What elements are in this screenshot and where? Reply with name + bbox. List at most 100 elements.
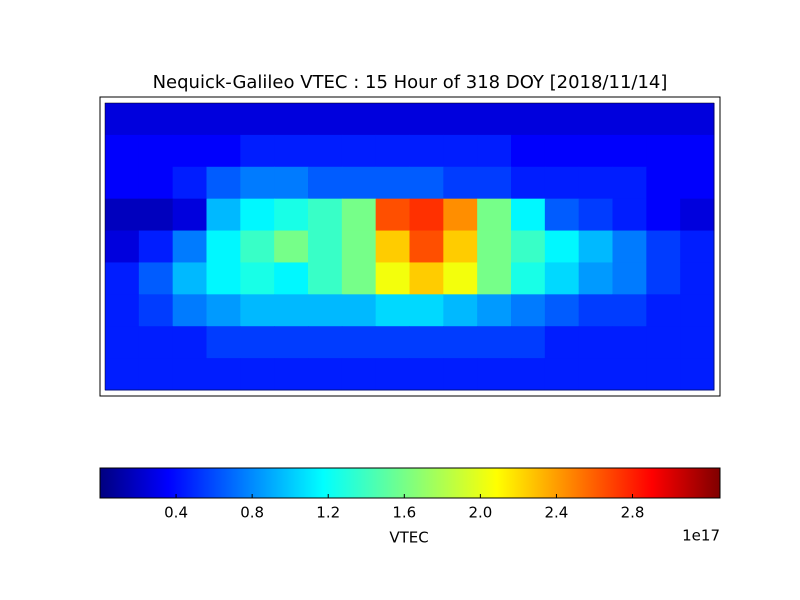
heat-cell xyxy=(544,326,580,359)
heat-cell xyxy=(612,198,647,232)
heat-cell xyxy=(206,134,241,168)
heat-cell xyxy=(409,134,444,168)
heat-cell xyxy=(511,230,546,263)
heat-cell xyxy=(646,326,681,359)
heat-cell xyxy=(206,294,241,327)
heat-cell xyxy=(308,134,343,168)
heat-cell xyxy=(544,166,580,200)
heat-cell xyxy=(511,262,546,295)
heat-cell xyxy=(138,103,174,136)
heat-cell xyxy=(612,166,647,200)
heat-cell xyxy=(477,134,512,168)
heat-cell xyxy=(578,326,613,359)
heat-cell xyxy=(308,294,343,327)
heat-cell xyxy=(206,358,241,391)
heat-cell xyxy=(375,262,410,295)
heat-cell xyxy=(646,103,681,136)
heat-cell xyxy=(612,262,647,295)
colorbar-tick-label: 1.2 xyxy=(316,504,340,522)
heat-cell xyxy=(172,134,207,168)
heat-cell xyxy=(240,358,275,391)
heat-cell xyxy=(105,326,140,359)
heat-cell xyxy=(138,326,174,359)
heat-cell xyxy=(341,103,377,136)
heat-cell xyxy=(511,198,546,232)
heat-cell xyxy=(240,198,275,232)
heat-cell xyxy=(206,262,241,295)
heat-cell xyxy=(511,294,546,327)
heat-cell xyxy=(443,294,478,327)
heat-cell xyxy=(680,294,715,327)
heat-cell xyxy=(375,326,410,359)
colorbar-tick-label: 0.4 xyxy=(164,504,188,522)
heat-cell xyxy=(308,262,343,295)
heat-cell xyxy=(680,103,715,136)
heat-cell xyxy=(206,166,241,200)
heat-cell xyxy=(443,326,478,359)
heat-cell xyxy=(612,230,647,263)
heat-cell xyxy=(511,326,546,359)
heat-cell xyxy=(375,166,410,200)
heat-cell xyxy=(544,134,580,168)
heat-cell xyxy=(240,103,275,136)
heat-cell xyxy=(240,326,275,359)
heat-cell xyxy=(409,230,444,263)
heat-cell xyxy=(308,166,343,200)
heat-cell xyxy=(409,326,444,359)
heat-cell xyxy=(477,326,512,359)
colorbar-offset: 1e17 xyxy=(682,527,720,545)
heat-cell xyxy=(511,166,546,200)
heat-cell xyxy=(680,166,715,200)
heat-cell xyxy=(240,262,275,295)
heat-cell xyxy=(680,134,715,168)
heat-cell xyxy=(341,294,377,327)
heat-cell xyxy=(477,103,512,136)
heat-cell xyxy=(308,230,343,263)
heat-cell xyxy=(375,134,410,168)
heat-cell xyxy=(409,358,444,391)
heat-cell xyxy=(274,103,309,136)
heat-cell xyxy=(477,262,512,295)
heat-cell xyxy=(105,198,140,232)
heat-cell xyxy=(105,103,140,136)
heat-cell xyxy=(544,230,580,263)
heat-cell xyxy=(240,294,275,327)
heat-cell xyxy=(680,198,715,232)
heat-cell xyxy=(578,358,613,391)
heat-cell xyxy=(578,294,613,327)
heat-cell xyxy=(105,166,140,200)
heat-cell xyxy=(274,262,309,295)
heat-cell xyxy=(375,230,410,263)
colorbar-tick-label: 2.8 xyxy=(621,504,645,522)
heat-cell xyxy=(477,230,512,263)
heat-cell xyxy=(578,103,613,136)
heat-cell xyxy=(544,358,580,391)
heat-cell xyxy=(308,103,343,136)
heat-cell xyxy=(341,230,377,263)
heat-cell xyxy=(172,262,207,295)
heat-cell xyxy=(274,198,309,232)
heat-cell xyxy=(274,358,309,391)
heat-cell xyxy=(240,134,275,168)
heat-cell xyxy=(375,103,410,136)
heat-cell xyxy=(172,103,207,136)
heat-cell xyxy=(341,134,377,168)
heat-cell xyxy=(409,166,444,200)
heat-cell xyxy=(443,134,478,168)
heat-cell xyxy=(578,198,613,232)
heat-cell xyxy=(172,326,207,359)
heat-cell xyxy=(375,294,410,327)
heat-cell xyxy=(544,262,580,295)
heat-cell xyxy=(105,134,140,168)
heat-cell xyxy=(612,326,647,359)
heat-cell xyxy=(375,198,410,232)
heat-cell xyxy=(443,230,478,263)
heat-cell xyxy=(443,103,478,136)
heat-cell xyxy=(206,230,241,263)
heat-cell xyxy=(646,294,681,327)
heat-cell xyxy=(443,198,478,232)
chart-title: Nequick-Galileo VTEC : 15 Hour of 318 DO… xyxy=(153,72,668,93)
heat-cell xyxy=(646,166,681,200)
heat-cell xyxy=(511,358,546,391)
